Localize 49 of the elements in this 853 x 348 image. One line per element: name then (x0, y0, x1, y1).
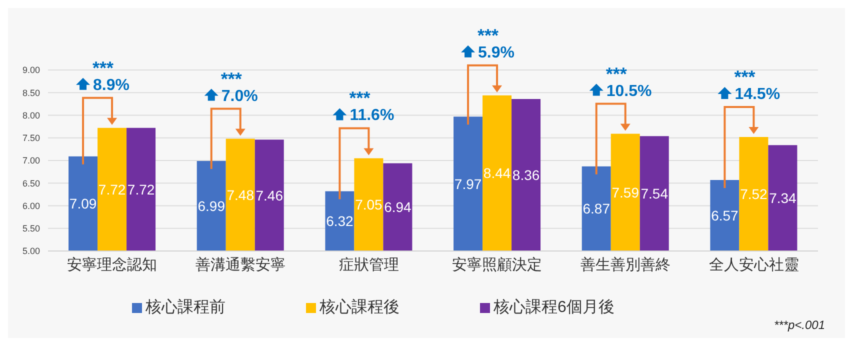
data-label: 7.34 (769, 190, 797, 206)
text: ***p<.001 (772, 318, 826, 334)
y-tick-label: 8.50 (22, 88, 40, 98)
y-tick-label: 8.00 (22, 110, 40, 120)
data-label: 6.32 (326, 213, 354, 230)
legend-label: 核心課程後 (320, 299, 400, 316)
data-label: 7.72 (98, 181, 126, 198)
x-tick-label: 症狀管理 (338, 256, 399, 274)
data-label: 7.48 (226, 186, 254, 203)
data-label: 6.99 (198, 198, 226, 214)
text: *** (478, 25, 499, 46)
y-tick-label: 7.50 (22, 133, 40, 144)
annotation: 8.9% (93, 76, 130, 94)
annotation: 11.6% (350, 107, 394, 124)
annotation: 7.0% (221, 88, 258, 105)
data-label: 6.87 (582, 200, 610, 217)
data-label: 6.57 (711, 207, 739, 224)
annotation: *** (349, 88, 370, 108)
y-tick-label: 6.00 (22, 200, 40, 211)
x-tick-label: 善生善別善終 (580, 256, 670, 274)
data-label: 7.46 (256, 187, 284, 204)
y-tick-label: 7.00 (22, 156, 40, 166)
data-label: 7.05 (355, 196, 383, 213)
legend-label: 核心課程前 (146, 299, 226, 316)
data-label: 7.52 (740, 186, 768, 202)
data-label: 7.59 (612, 184, 640, 200)
y-tick-label: 6.50 (22, 178, 40, 188)
data-label: 8.44 (483, 165, 511, 182)
data-label: 8.36 (512, 166, 540, 183)
x-tick-label: 安寧照顧決定 (452, 256, 542, 274)
annotation: *** (220, 68, 242, 89)
legend-label: 核心課程6個月後 (494, 299, 614, 316)
data-label: 6.94 (384, 199, 412, 216)
y-tick-label: 9.00 (22, 65, 40, 76)
data-label: 7.97 (454, 176, 482, 192)
data-label: 7.72 (127, 181, 155, 198)
annotation: 10.5% (606, 82, 652, 100)
x-tick-label: 安寧理念認知 (67, 256, 158, 274)
y-tick-label: 5.50 (22, 224, 40, 234)
annotation: *** (92, 58, 114, 78)
annotation: 14.5% (734, 86, 780, 103)
x-tick-label: 全人安心社靈 (708, 256, 799, 274)
x-tick-label: 善溝通繫安寧 (196, 256, 286, 274)
text: 5.9% (478, 44, 514, 62)
data-label: 7.09 (69, 196, 97, 212)
annotation: *** (606, 64, 627, 84)
data-label: 7.54 (640, 186, 668, 202)
y-tick-label: 5.00 (22, 246, 40, 256)
annotation: *** (734, 66, 756, 87)
